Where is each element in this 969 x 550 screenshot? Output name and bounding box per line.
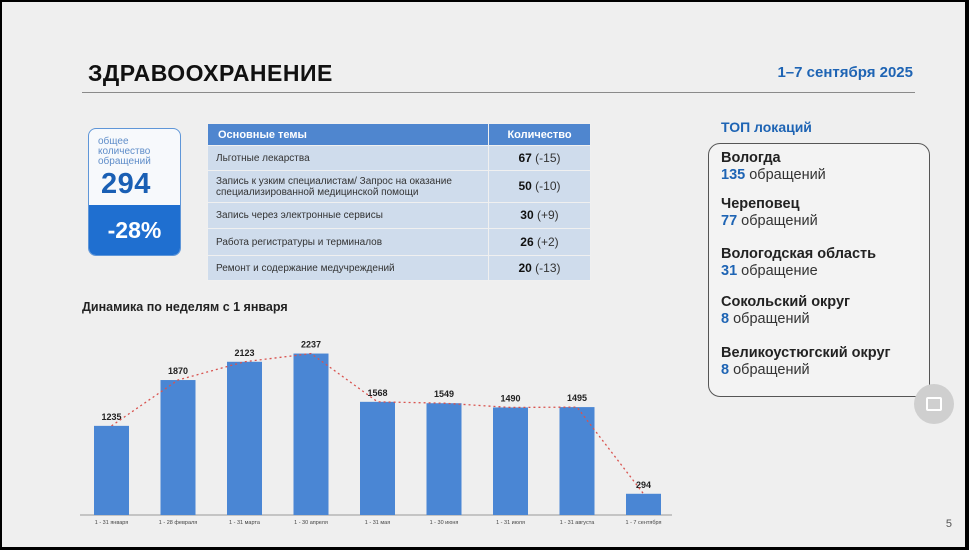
location-name: Сокольский округ [721,294,851,310]
table-row: Запись через электронные сервисы 30 (+9) [207,202,591,229]
location-count: 135 обращений [721,167,826,183]
category-label: 1 - 31 августа [560,520,595,526]
top-locations-card: Вологда 135 обращений Череповец 77 обращ… [708,143,930,397]
window-edge [965,0,969,550]
data-label: 1870 [168,366,188,376]
column-header-topic: Основные темы [207,123,489,146]
total-change-badge: -28% [89,205,180,255]
chart-bar [160,380,196,515]
count-cell: 67 (-15) [488,145,591,171]
category-label: 1 - 30 июня [430,520,459,526]
location-item: Вологда 135 обращений [721,150,826,184]
location-name: Вологда [721,150,781,166]
table-row: Льготные лекарства 67 (-15) [207,145,591,171]
weekly-dynamics-chart: 1235 1 - 31 января 1870 1 - 28 февраля 2123 1… [80,340,672,526]
data-label: 1495 [567,393,587,403]
data-label: 294 [636,480,651,490]
location-name: Великоустюгский округ [721,345,891,361]
data-label: 1490 [500,393,520,403]
data-label: 1235 [101,412,121,422]
chart-bar [626,493,661,515]
screen-capture-icon[interactable] [914,384,954,424]
data-label: 2123 [234,348,254,358]
total-value: 294 [101,168,151,200]
chart-bar [293,353,329,515]
location-count: 8 обращений [721,362,810,378]
count-cell: 50 (-10) [488,170,591,203]
category-label: 1 - 31 июля [496,520,525,526]
data-label: 2237 [301,340,321,350]
page-number: 5 [945,518,952,530]
total-requests-card: общее количество обращений 294 -28% [88,128,181,256]
table-row: Работа регистратуры и терминалов 26 (+2) [207,228,591,256]
chart-title: Динамика по неделям с 1 января [82,300,288,314]
page-title: ЗДРАВООХРАНЕНИЕ [88,60,333,86]
table-row: Ремонт и содержание медучреждений 20 (-1… [207,255,591,281]
topics-table: Основные темы Количество Льготные лекарс… [207,123,591,281]
location-count: 8 обращений [721,311,810,327]
location-name: Вологодская область [721,246,877,262]
location-item: Вологодская область 31 обращение [721,246,876,280]
chart-bar [227,361,262,515]
category-label: 1 - 31 марта [229,520,261,526]
chart-bar [94,425,129,515]
category-label: 1 - 7 сентября [625,520,661,526]
date-range: 1–7 сентября 2025 [777,64,913,81]
title-divider [82,92,915,93]
topic-cell: Запись к узким специалистам/ Запрос на о… [207,170,489,203]
location-count: 31 обращение [721,263,818,279]
location-item: Великоустюгский округ 8 обращений [721,345,891,379]
top-locations-title: ТОП локаций [721,119,812,135]
trend-line [111,352,645,495]
chart-bar [360,401,395,515]
data-label: 1549 [434,389,454,399]
chart-bar [426,403,462,515]
chart-bar [493,407,528,515]
location-name: Череповец [721,196,800,212]
total-caption: общее количество обращений [98,136,151,167]
data-label: 1568 [367,388,387,398]
category-label: 1 - 31 января [95,520,129,526]
category-label: 1 - 28 февраля [159,520,197,526]
topic-cell: Ремонт и содержание медучреждений [207,255,489,281]
column-header-count: Количество [488,123,591,146]
chart-bar [559,407,595,515]
category-label: 1 - 30 апреля [294,520,328,526]
table-header-row: Основные темы Количество [207,123,591,146]
topic-cell: Запись через электронные сервисы [207,202,489,229]
table-row: Запись к узким специалистам/ Запрос на о… [207,170,591,203]
category-label: 1 - 31 мая [365,520,390,526]
location-item: Сокольский округ 8 обращений [721,294,850,328]
count-cell: 26 (+2) [488,228,591,256]
count-cell: 20 (-13) [488,255,591,281]
location-count: 77 обращений [721,213,818,229]
location-item: Череповец 77 обращений [721,196,818,230]
topic-cell: Льготные лекарства [207,145,489,171]
count-cell: 30 (+9) [488,202,591,229]
topic-cell: Работа регистратуры и терминалов [207,228,489,256]
